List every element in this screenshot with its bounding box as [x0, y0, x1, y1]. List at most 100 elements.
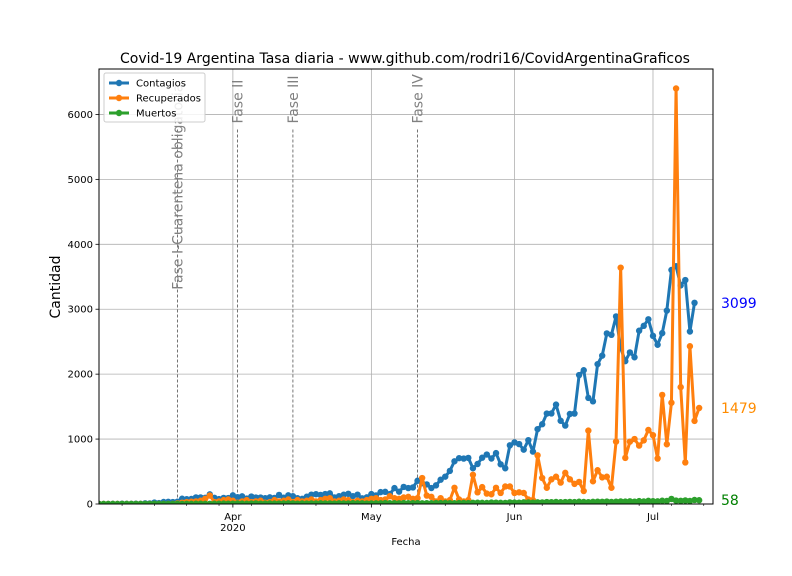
data-point: [580, 367, 587, 374]
legend-marker: [115, 109, 123, 117]
data-point: [589, 478, 597, 485]
data-point: [428, 484, 435, 492]
series-recuperados: [99, 85, 703, 504]
data-point: [437, 476, 444, 483]
data-point: [659, 391, 666, 399]
data-point: [663, 441, 671, 448]
y-tick-label: 0: [87, 500, 93, 511]
data-point: [612, 498, 620, 504]
data-point: [543, 410, 550, 417]
data-point: [502, 483, 509, 490]
y-tick-label: 3000: [68, 305, 93, 316]
data-point: [525, 436, 532, 444]
data-point: [562, 422, 569, 429]
data-point: [663, 307, 671, 314]
data-point: [506, 483, 514, 490]
data-point: [455, 454, 463, 462]
data-point: [659, 497, 666, 504]
data-point: [492, 484, 500, 491]
data-point: [395, 488, 403, 495]
data-point: [649, 431, 657, 439]
data-point: [645, 316, 652, 323]
chart-title: Covid-19 Argentina Tasa diaria - www.git…: [120, 51, 690, 67]
data-point: [585, 394, 592, 402]
data-point: [659, 329, 666, 337]
data-point: [442, 473, 449, 480]
data-point: [608, 484, 615, 491]
data-point: [428, 493, 435, 501]
data-point: [649, 497, 657, 504]
series-layer: [99, 85, 703, 504]
data-point: [520, 489, 527, 497]
data-point: [469, 465, 477, 472]
data-point: [432, 482, 440, 489]
data-point: [566, 476, 574, 483]
data-point: [594, 360, 601, 368]
data-point: [575, 371, 583, 379]
data-point: [409, 484, 417, 491]
series-line: [99, 264, 697, 504]
x-tick-label: Jul: [646, 512, 659, 523]
data-point: [483, 451, 490, 458]
data-point: [418, 474, 426, 482]
y-tick-label: 2000: [68, 370, 93, 381]
series-end-labels: 3099 1479 58: [721, 296, 757, 509]
data-point: [686, 343, 694, 350]
data-point: [612, 438, 620, 445]
data-point: [589, 398, 597, 405]
data-point: [599, 352, 606, 359]
data-point: [640, 498, 647, 504]
data-point: [506, 442, 514, 449]
y-tick-label: 4000: [68, 240, 93, 251]
data-point: [575, 478, 583, 486]
data-point: [603, 473, 611, 480]
data-point: [266, 494, 274, 501]
phase-label: Fase III: [286, 75, 302, 123]
data-point: [488, 455, 495, 462]
data-point: [691, 417, 698, 425]
data-point: [451, 484, 458, 491]
data-point: [640, 437, 647, 444]
series-contagios: [99, 262, 698, 504]
x-tick-label: Apr: [224, 512, 242, 523]
data-point: [391, 484, 398, 492]
data-point: [548, 410, 555, 417]
data-point: [502, 465, 509, 472]
data-point: [682, 459, 689, 466]
data-point: [552, 401, 560, 408]
phase-label: Fase IV: [411, 74, 427, 124]
phase-label: Fase II: [230, 80, 246, 124]
data-point: [437, 494, 444, 502]
y-axis-label: Cantidad: [48, 256, 64, 319]
legend-entry-label: Recuperados: [136, 94, 201, 105]
data-point: [552, 473, 560, 480]
data-point: [562, 469, 569, 477]
data-point: [543, 484, 550, 491]
data-point: [538, 474, 546, 482]
data-point: [571, 410, 578, 417]
data-point: [668, 399, 675, 406]
data-point: [557, 479, 564, 486]
data-point: [515, 440, 523, 448]
data-point: [580, 487, 587, 495]
legend-box: [103, 72, 206, 123]
data-point: [538, 421, 546, 428]
data-point: [622, 454, 629, 462]
data-point: [414, 494, 421, 502]
y-tick-label: 6000: [68, 110, 93, 121]
data-point: [612, 313, 620, 320]
data-point: [626, 349, 634, 356]
data-point: [677, 497, 684, 504]
series-line: [99, 86, 701, 504]
x-tick-label: Jun: [506, 512, 523, 523]
data-point: [465, 454, 472, 462]
data-point: [497, 489, 504, 497]
data-point: [377, 488, 384, 496]
data-point: [686, 328, 694, 335]
legend-marker: [115, 79, 123, 87]
y-axis-ticks: 0 1000 2000 3000 4000 5000 6000: [68, 110, 99, 511]
series-end-label: 3099: [721, 296, 757, 312]
data-point: [492, 449, 500, 457]
data-point: [474, 489, 481, 496]
